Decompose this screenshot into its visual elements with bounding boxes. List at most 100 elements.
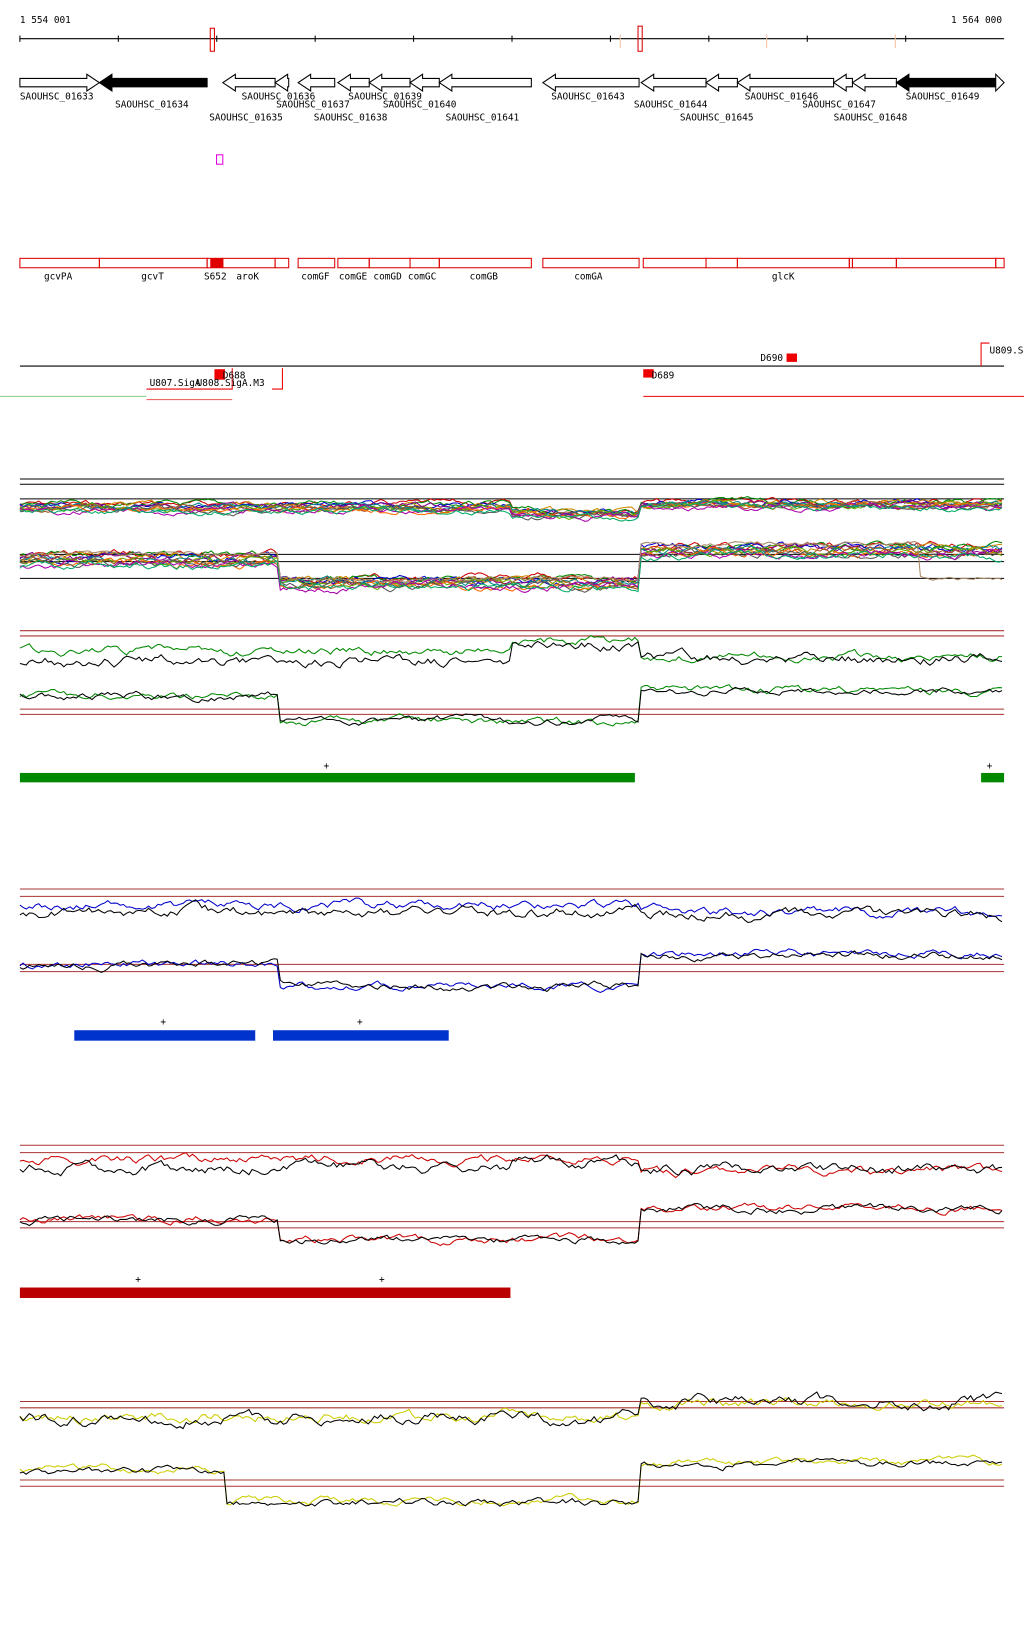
signal-trace [19, 502, 1003, 522]
gene-label: SAOUHSC_01639 [348, 91, 422, 102]
gene-box [995, 257, 1005, 269]
gene-arrow [705, 73, 738, 92]
gene-name: comGC [408, 271, 436, 282]
gene-label: SAOUHSC_01640 [383, 100, 457, 111]
gene-label: SAOUHSC_01646 [745, 91, 819, 102]
region-bar [273, 1030, 449, 1041]
gene-label: SAOUHSC_01649 [906, 91, 980, 102]
gene-box [222, 257, 276, 269]
gene-box [98, 257, 208, 269]
selection-box [216, 154, 224, 165]
feature-flag [271, 368, 283, 390]
signal-trace [19, 500, 1003, 522]
gene-name: S652 [204, 271, 227, 282]
gene-label: SAOUHSC_01643 [551, 91, 625, 102]
region-mark: + [135, 1274, 141, 1285]
gene-name: glcK [772, 271, 795, 282]
gene-box [337, 257, 370, 269]
region-mark: + [379, 1274, 385, 1285]
feature-label: U808.SigA.M3 [197, 378, 265, 389]
gene-label: SAOUHSC_01636 [242, 91, 316, 102]
feature-label: U809.S [989, 346, 1023, 357]
region-mark: + [987, 761, 993, 772]
signal-trace [19, 1152, 1003, 1179]
signal-trace [19, 1154, 1003, 1177]
gene-box [409, 257, 440, 269]
ruler-highlight [209, 27, 215, 52]
signal-trace [19, 640, 1003, 669]
gene-box [438, 257, 532, 269]
gene-arrow [221, 73, 276, 92]
gene-arrow [832, 73, 853, 92]
signal-trace [19, 1202, 1003, 1247]
gene-box [542, 257, 640, 269]
signal-trace [19, 1397, 1003, 1425]
gene-box-filled [210, 258, 223, 268]
gene-label: SAOUHSC_01638 [314, 112, 388, 123]
signal-trace [19, 686, 1003, 727]
gene-box [736, 257, 850, 269]
gene-box [368, 257, 411, 269]
feature-label: U807.SigA [150, 378, 201, 389]
region-mark: + [160, 1017, 166, 1028]
feature-flag [980, 342, 990, 367]
region-bar [74, 1030, 256, 1041]
gene-arrow [19, 73, 101, 92]
gene-arrow [438, 73, 532, 92]
signal-trace [19, 1457, 1003, 1507]
gene-name: comGB [470, 271, 499, 282]
gene-label: SAOUHSC_01645 [680, 112, 754, 123]
signal-trace [19, 1391, 1003, 1430]
feature-block [786, 353, 798, 362]
signal-trace [19, 897, 1003, 919]
signal-trace [19, 541, 1003, 588]
signal-trace [19, 540, 1003, 583]
gene-arrow [895, 73, 997, 92]
signal-trace [19, 1202, 1003, 1245]
gene-arrow [409, 73, 440, 92]
signal-trace [19, 546, 1003, 592]
gene-arrow [297, 73, 336, 92]
feature-flag [146, 368, 233, 390]
gene-arrow [851, 73, 897, 92]
signal-trace [19, 548, 1003, 593]
signal-trace [19, 899, 1003, 923]
gene-name: gcvPA [44, 271, 73, 282]
feature-label: D689 [652, 371, 675, 382]
feature-block [214, 369, 225, 380]
gene-name: comGD [373, 271, 402, 282]
gene-arrow [995, 72, 1005, 93]
gene-label: SAOUHSC_01633 [20, 91, 94, 102]
gene-box [895, 257, 997, 269]
ruler-start: 1 554 001 [20, 15, 71, 26]
gene-label: SAOUHSC_01634 [115, 100, 189, 111]
gene-box [705, 257, 738, 269]
gene-label: SAOUHSC_01635 [209, 112, 283, 123]
gene-arrow [368, 73, 411, 92]
region-bar [981, 772, 1005, 783]
gene-name: comGE [339, 271, 368, 282]
gene-label: SAOUHSC_01647 [802, 100, 876, 111]
gene-name: gcvT [141, 271, 164, 282]
gene-name: aroK [236, 271, 259, 282]
gene-label: SAOUHSC_01648 [834, 112, 908, 123]
gene-label: SAOUHSC_01644 [634, 100, 708, 111]
gene-box [297, 257, 336, 269]
feature-label: D688 [223, 371, 246, 382]
gene-arrow [736, 73, 835, 92]
gene-label: SAOUHSC_01637 [276, 100, 350, 111]
gene-name: comGF [301, 271, 330, 282]
gene-box [642, 257, 707, 269]
gene-box [274, 257, 290, 269]
feature-label: D690 [760, 353, 783, 364]
signal-trace [19, 1454, 1003, 1507]
gene-label: SAOUHSC_01641 [446, 112, 520, 123]
signal-trace [19, 634, 1003, 664]
signal-trace [19, 950, 1003, 993]
region-mark: + [357, 1017, 363, 1028]
region-bar [19, 772, 635, 783]
region-mark: + [324, 761, 330, 772]
gene-arrow [541, 73, 640, 92]
signal-trace [19, 948, 1003, 994]
